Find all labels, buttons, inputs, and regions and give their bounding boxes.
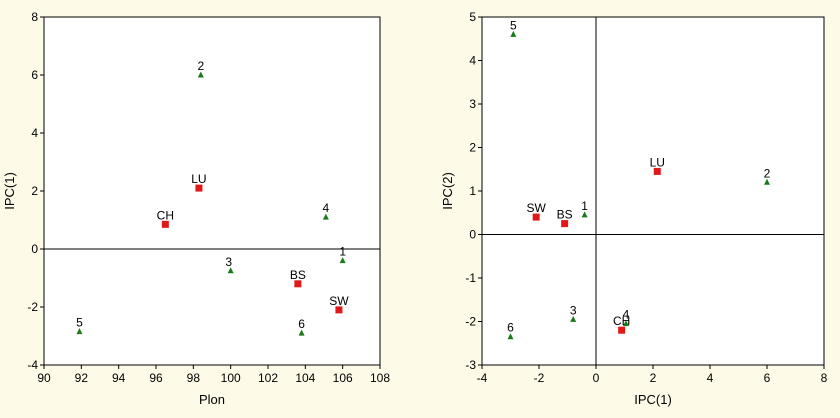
x-tick-label: 106 [333,371,353,385]
point-marker-square [294,280,302,288]
point-marker-square [561,220,569,228]
point-marker-triangle [510,30,517,37]
point-marker-triangle [76,328,83,335]
point-marker-triangle [227,267,234,274]
y-tick-label: -2 [465,315,476,329]
point-marker-triangle [764,178,770,185]
y-axis-label: IPC(1) [2,172,17,210]
y-tick-label: -2 [27,300,38,314]
point-label: SW [329,294,349,308]
point-label: 2 [197,59,204,73]
point-label: 1 [339,245,346,259]
point-label: 6 [507,321,514,335]
point-marker-square [653,167,661,175]
point-label: LU [650,155,665,169]
x-tick-label: 2 [650,371,657,385]
point-label: 5 [76,316,83,330]
point-marker-triangle [507,333,514,340]
point-marker-triangle [298,329,305,336]
point-marker-square [161,220,169,228]
point-label: 6 [298,317,305,331]
point-label: 4 [623,308,630,322]
point-marker-square [618,326,626,334]
x-tick-label: 100 [221,371,241,385]
x-tick-label: 4 [707,371,714,385]
x-tick-label: 0 [593,371,600,385]
x-tick-label: 92 [75,371,89,385]
y-tick-label: 4 [469,54,476,68]
point-label: 3 [570,303,577,317]
y-tick-label: 0 [31,242,38,256]
point-marker-triangle [339,257,346,264]
x-tick-label: -4 [477,371,488,385]
x-axis-label: Plon [199,392,225,407]
y-tick-label: 2 [31,184,38,198]
x-axis-label: IPC(1) [634,392,672,407]
x-tick-label: 8 [821,371,828,385]
point-marker-square [195,184,203,192]
x-tick-label: -2 [534,371,545,385]
point-marker-triangle [622,320,629,327]
y-tick-label: -3 [465,358,476,372]
y-tick-label: 2 [469,141,476,155]
point-marker-triangle [581,211,588,218]
point-label: SW [526,201,546,215]
x-tick-label: 6 [764,371,771,385]
point-label: 2 [764,166,771,180]
y-tick-label: 0 [469,228,476,242]
point-marker-triangle [570,315,577,322]
y-tick-label: 4 [31,126,38,140]
point-marker-triangle [197,71,204,78]
chart-panel-1: 90 92 94 96 98 100 102 104 106 108 -4 -2 0 2 4 6 8 Plon IP… [2,10,390,407]
y-tick-label: -4 [27,358,38,372]
point-label: CH [613,314,630,328]
y-tick-label: 6 [31,68,38,82]
x-tick-label: 94 [112,371,126,385]
y-tick-label: 5 [469,10,476,24]
y-axis-label: IPC(2) [440,172,455,210]
point-label: BS [557,208,573,222]
plot-area [481,16,825,366]
x-tick-label: 98 [187,371,201,385]
y-tick-label: 8 [31,10,38,24]
point-label: CH [157,208,174,222]
point-marker-square [335,306,343,314]
x-tick-label: 104 [295,371,315,385]
x-tick-label: 102 [258,371,278,385]
chart-panel-2: -4 -2 0 2 4 6 8 -3 -2 -1 0 1 2 3 4 5 IPC(1) IPC(2) 1 2 3 4 5 6 S… [440,10,828,407]
point-marker-triangle [322,213,329,220]
point-label: 1 [581,199,588,213]
x-tick-label: 108 [370,371,390,385]
point-label: BS [290,268,306,282]
point-marker-square [532,213,540,221]
point-label: LU [191,172,206,186]
x-tick-label: 96 [149,371,163,385]
point-label: 3 [225,255,232,269]
point-label: 4 [323,201,330,215]
y-tick-label: 1 [469,184,476,198]
y-tick-label: 3 [469,97,476,111]
y-tick-label: -1 [465,271,476,285]
x-tick-label: 90 [37,371,51,385]
plot-area [43,16,381,366]
point-label: 5 [510,18,517,32]
